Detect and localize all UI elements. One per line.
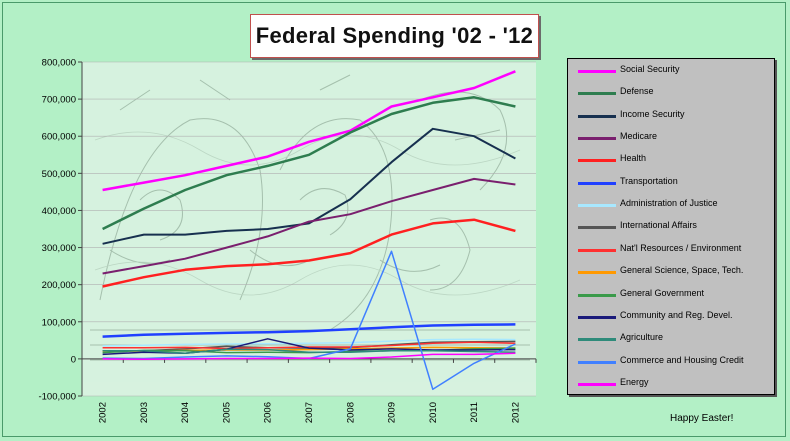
series-line-transportation (102, 323, 516, 338)
legend-item: Administration of Justice (568, 195, 774, 215)
y-tick-label: 200,000 (42, 280, 76, 291)
legend-item: Agriculture (568, 329, 774, 349)
legend-swatch (578, 293, 616, 297)
legend-label: Transportation (620, 175, 678, 186)
legend-swatch (578, 92, 616, 96)
legend-swatch (578, 226, 616, 230)
legend-swatch (578, 181, 616, 185)
legend-item: General Government (568, 285, 774, 305)
x-tick-label: 2002 (98, 402, 109, 423)
legend: Social Security Defense Income Security Med… (567, 58, 775, 395)
legend-label: Community and Reg. Devel. (620, 309, 733, 320)
y-tick-label: 500,000 (42, 169, 76, 180)
series-line-agriculture (102, 348, 516, 355)
legend-item: General Science, Space, Tech. (568, 262, 774, 282)
chart-title-box: Federal Spending '02 - '12 (250, 14, 539, 58)
series-line-income-security (102, 127, 516, 245)
legend-item: Energy (568, 374, 774, 394)
legend-item: Commerce and Housing Credit (568, 352, 774, 372)
y-tick-label: 800,000 (42, 58, 76, 69)
legend-swatch (578, 114, 616, 118)
legend-swatch (578, 315, 616, 319)
x-tick-label: 2008 (345, 402, 356, 423)
legend-swatch (578, 70, 616, 73)
y-tick-label: 300,000 (42, 243, 76, 254)
legend-label: Energy (620, 376, 649, 387)
x-tick-label: 2004 (180, 402, 191, 423)
legend-item: Transportation (568, 173, 774, 193)
legend-item: Social Security (568, 61, 774, 81)
legend-item: Medicare (568, 128, 774, 148)
y-tick-label: 0 (71, 354, 76, 365)
legend-swatch (578, 338, 616, 342)
legend-item: Defense (568, 83, 774, 103)
legend-label: Administration of Justice (620, 198, 718, 209)
x-tick-label: 2005 (221, 402, 232, 423)
legend-swatch (578, 271, 616, 275)
x-tick-label: 2011 (469, 402, 480, 422)
legend-label: Defense (620, 86, 654, 97)
footer-note: Happy Easter! (670, 413, 734, 424)
legend-item: International Affairs (568, 217, 774, 237)
x-tick-label: 2006 (263, 402, 274, 423)
series-line-social-security (102, 70, 516, 192)
legend-label: Commerce and Housing Credit (620, 354, 744, 365)
legend-swatch (578, 159, 616, 163)
legend-label: General Government (620, 287, 705, 298)
chart-frame (2, 2, 786, 437)
legend-label: Agriculture (620, 332, 664, 343)
legend-item: Income Security (568, 106, 774, 126)
y-tick-labels: -100,000 0 100,000 200,000 300,000 400,000 500… (38, 58, 82, 403)
legend-swatch (578, 382, 616, 386)
y-tick-label: 700,000 (42, 95, 76, 106)
legend-swatch (578, 204, 616, 208)
legend-swatch (578, 137, 616, 141)
legend-swatch (578, 360, 616, 364)
series-line-medicare (102, 177, 516, 275)
legend-item: Health (568, 150, 774, 170)
legend-label: Income Security (620, 108, 685, 119)
series-line-administration-of-justice (102, 338, 516, 347)
legend-item: Community and Reg. Devel. (568, 307, 774, 327)
series-line-energy (102, 352, 516, 361)
legend-label: Nat'l Resources / Environment (620, 242, 742, 253)
x-tick-label: 2012 (510, 402, 521, 423)
x-tick-label: 2007 (304, 402, 315, 423)
y-tick-label: 100,000 (42, 317, 76, 328)
chart-title: Federal Spending '02 - '12 (255, 23, 534, 48)
legend-label: General Science, Space, Tech. (620, 265, 744, 276)
legend-label: International Affairs (620, 220, 697, 231)
series-line-nat-l-resources-environment (102, 341, 516, 350)
series-line-health (102, 218, 516, 288)
x-tick-label: 2009 (387, 402, 398, 423)
y-tick-label: 600,000 (42, 132, 76, 143)
series-line-defense (102, 96, 516, 231)
legend-label: Health (620, 153, 647, 164)
series-lines (102, 70, 516, 391)
legend-label: Medicare (620, 131, 658, 142)
legend-label: Social Security (620, 64, 680, 74)
x-tick-labels: 2002 2003 2004 2005 2006 2007 2008 2009 2010 2011… (98, 402, 522, 423)
y-tick-label: 400,000 (42, 206, 76, 217)
x-tick-label: 2010 (428, 402, 439, 423)
plot-background-illustration (82, 62, 536, 396)
y-tick-label: -100,000 (38, 392, 76, 403)
x-tick-label: 2003 (139, 402, 150, 423)
legend-swatch (578, 248, 616, 252)
legend-item: Nat'l Resources / Environment (568, 240, 774, 260)
